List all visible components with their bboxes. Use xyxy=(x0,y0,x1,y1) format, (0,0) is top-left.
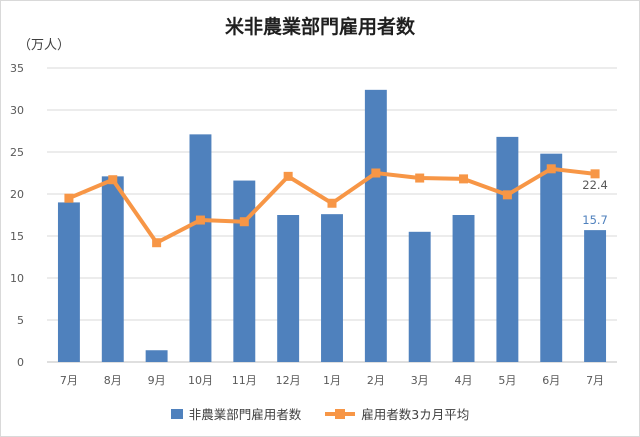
legend-item-line-series: 雇用者数3カ月平均 xyxy=(325,404,469,423)
y-tick-label: 30 xyxy=(10,104,24,117)
x-tick-label: 7月 xyxy=(60,374,78,387)
bar xyxy=(145,350,168,362)
legend-swatch-line xyxy=(325,408,356,419)
legend: 非農業部門雇用者数 雇用者数3カ月平均 xyxy=(0,404,640,423)
bar xyxy=(189,134,212,362)
legend-label-line-series: 雇用者数3カ月平均 xyxy=(361,407,470,422)
line-point xyxy=(327,198,337,208)
bar xyxy=(57,202,80,362)
chart-title: 米非農業部門雇用者数 xyxy=(224,16,415,38)
x-tick-label: 6月 xyxy=(542,374,560,387)
x-tick-label: 9月 xyxy=(148,374,166,387)
bar xyxy=(321,214,343,362)
y-tick-label: 20 xyxy=(10,188,24,201)
data-label: 22.4 xyxy=(582,178,608,192)
x-tick-label: 2月 xyxy=(367,374,385,387)
x-tick-label: 4月 xyxy=(455,374,473,387)
bar xyxy=(233,180,256,362)
line-point xyxy=(546,164,556,174)
bar xyxy=(408,231,431,362)
line-point xyxy=(152,238,162,248)
bar xyxy=(496,136,519,362)
legend-label-bar-series: 非農業部門雇用者数 xyxy=(188,407,302,422)
line-point xyxy=(371,168,381,178)
line-point xyxy=(590,169,600,179)
y-axis-unit-label: （万人） xyxy=(18,38,71,53)
bar xyxy=(452,215,475,362)
y-tick-label: 10 xyxy=(10,272,24,285)
line-point xyxy=(502,190,512,200)
x-tick-label: 7月 xyxy=(586,374,604,387)
y-tick-label: 25 xyxy=(10,146,24,159)
line-point xyxy=(283,171,293,181)
x-tick-label: 1月 xyxy=(323,374,341,387)
x-tick-label: 8月 xyxy=(104,374,122,387)
line-point xyxy=(64,193,74,203)
line-point xyxy=(108,175,118,185)
x-tick-label: 5月 xyxy=(498,374,516,387)
x-tick-label: 3月 xyxy=(411,374,429,387)
y-tick-label: 35 xyxy=(10,62,24,75)
bar xyxy=(364,89,387,362)
x-tick-label: 10月 xyxy=(188,374,213,387)
bar xyxy=(540,153,563,362)
line-point xyxy=(239,217,249,227)
x-tick-label: 11月 xyxy=(232,374,257,387)
line-point xyxy=(415,173,425,183)
bar xyxy=(101,176,124,362)
legend-item-bar-series: 非農業部門雇用者数 xyxy=(170,404,302,423)
bar xyxy=(277,215,300,362)
y-tick-label: 15 xyxy=(10,230,24,243)
bar xyxy=(584,230,607,362)
y-tick-label: 0 xyxy=(17,356,24,369)
line-point xyxy=(459,174,469,184)
data-label: 15.7 xyxy=(582,213,608,227)
legend-swatch-bar xyxy=(170,408,183,419)
x-tick-label: 12月 xyxy=(276,374,301,387)
line-point xyxy=(195,215,205,225)
y-tick-label: 5 xyxy=(17,314,24,327)
